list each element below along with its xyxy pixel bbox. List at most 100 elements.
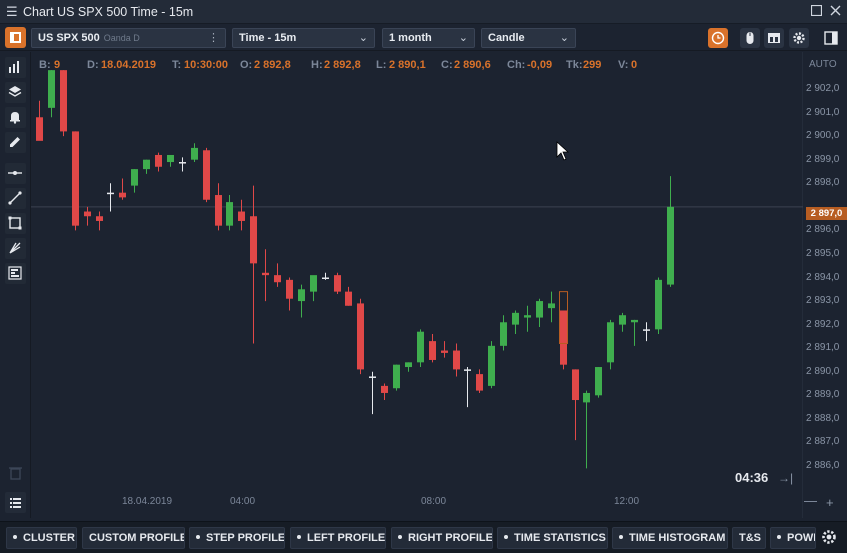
price-axis-label: 2 898,0 — [806, 177, 840, 189]
candle-body — [155, 154, 162, 167]
chevron-down-icon: ⌄ — [458, 32, 468, 44]
time-axis-label: 08:00 — [421, 496, 447, 507]
instrument-name: US SPX 500 — [38, 32, 100, 44]
period-value: 1 month — [389, 32, 432, 44]
chart-style-value: Candle — [488, 32, 525, 44]
more-vertical-icon[interactable]: ⋮ — [208, 32, 219, 44]
price-axis-label: 2 900,0 — [806, 130, 840, 142]
time-label: T: — [172, 59, 182, 71]
price-axis-label: 2 887,0 — [806, 436, 840, 448]
window-title: Chart US SPX 500 Time - 15m — [23, 5, 194, 19]
change-value: -0,09 — [527, 59, 553, 71]
bar-chart-icon — [9, 61, 19, 73]
current-price-label: 2 897,0 — [806, 207, 847, 220]
candle-body — [60, 70, 67, 132]
alerts-button[interactable] — [5, 107, 26, 128]
selected-candle-outline — [559, 291, 568, 344]
live-mode-button[interactable] — [708, 28, 728, 48]
tab-step-profile[interactable]: STEP PROFILE — [189, 527, 285, 549]
period-dropdown[interactable]: 1 month ⌄ — [382, 28, 475, 48]
tab-custom-profile[interactable]: CUSTOM PROFILE — [82, 527, 185, 549]
candle-body — [274, 275, 281, 283]
price-axis-label: 2 902,0 — [806, 83, 840, 94]
layers-button[interactable] — [5, 82, 26, 103]
volume-profile-tool[interactable] — [5, 263, 26, 284]
price-axis-label: 2 893,0 — [806, 295, 840, 307]
zoom-out-icon[interactable]: — — [804, 493, 817, 508]
candle-body — [595, 367, 602, 396]
list-icon — [10, 498, 21, 508]
tab-right-profile[interactable]: RIGHT PROFILE — [391, 527, 493, 549]
candle-body — [643, 329, 650, 331]
mouse-mode-button[interactable] — [740, 28, 760, 48]
side-panel-button[interactable] — [821, 28, 841, 48]
candle-body — [667, 206, 674, 285]
module-tabs-bar: CLUSTER CUSTOM PROFILE STEP PROFILE LEFT… — [0, 521, 847, 553]
low-label: L: — [376, 59, 387, 71]
price-axis-label: 2 891,0 — [806, 342, 840, 354]
candle-body — [453, 350, 460, 370]
bell-icon — [10, 112, 20, 124]
horizontal-line-icon — [8, 171, 22, 175]
chart-style-dropdown[interactable]: Candle ⌄ — [481, 28, 576, 48]
indicators-button[interactable] — [5, 57, 26, 78]
candlestick-chart[interactable] — [31, 52, 803, 518]
panel-toggle-button[interactable] — [5, 27, 26, 48]
candle-body — [226, 202, 233, 226]
delete-drawings-button[interactable] — [5, 462, 26, 483]
high-value: 2 892,8 — [324, 59, 361, 71]
candle-body — [476, 374, 483, 391]
object-list-button[interactable] — [5, 492, 26, 513]
profile-icon — [8, 266, 22, 280]
ticks-value: 299 — [583, 59, 602, 71]
scroll-to-end-icon[interactable]: →| — [778, 471, 794, 485]
tab-time-histogram[interactable]: TIME HISTOGRAM — [612, 527, 728, 549]
clock-icon — [711, 31, 725, 45]
mouse-icon — [746, 32, 754, 44]
price-axis-label: 2 901,0 — [806, 106, 840, 118]
candle-body — [96, 216, 103, 221]
tab-time-statistics[interactable]: TIME STATISTICS — [497, 527, 608, 549]
candle-body — [619, 315, 626, 325]
timeframe-dropdown[interactable]: Time - 15m ⌄ — [232, 28, 375, 48]
tab-time-and-sales[interactable]: T&S — [732, 527, 766, 549]
candle-body — [369, 376, 376, 378]
tab-left-profile[interactable]: LEFT PROFILE — [290, 527, 386, 549]
rectangle-tool[interactable] — [5, 213, 26, 234]
zoom-in-icon[interactable]: + — [826, 495, 834, 510]
close-icon[interactable] — [829, 5, 841, 17]
instrument-selector[interactable]: US SPX 500 Oanda D ⋮ — [31, 28, 226, 48]
price-axis-label: 2 888,0 — [806, 412, 840, 424]
settings-button[interactable] — [789, 28, 809, 48]
time-axis-label: 04:00 — [230, 496, 256, 507]
maximize-icon[interactable] — [810, 4, 822, 17]
fibonacci-tool[interactable] — [5, 238, 26, 259]
candle-body — [84, 211, 91, 217]
time-axis-label: 18.04.2019 — [122, 496, 173, 507]
menu-icon[interactable]: ☰ — [6, 4, 18, 19]
horizontal-line-tool[interactable] — [5, 163, 26, 184]
candle-body — [429, 341, 436, 360]
candle-body — [536, 301, 543, 318]
tab-cluster[interactable]: CLUSTER — [6, 527, 77, 549]
candle-body — [631, 319, 638, 323]
open-value: 2 892,8 — [254, 59, 291, 71]
high-label: H: — [311, 59, 323, 71]
drawing-toolbar — [0, 52, 31, 518]
candle-body — [238, 211, 245, 221]
price-axis-label: 2 890,0 — [806, 365, 840, 377]
template-button[interactable] — [764, 28, 784, 48]
draw-tools-button[interactable] — [5, 132, 26, 153]
candle-body — [250, 216, 257, 264]
change-label: Ch: — [507, 59, 526, 71]
candle-body — [72, 131, 79, 226]
autoscale-toggle[interactable]: AUTO — [809, 59, 837, 70]
price-axis-label: 2 886,0 — [806, 460, 840, 471]
template-icon — [768, 33, 780, 43]
price-axis-label: 2 899,0 — [806, 153, 840, 165]
modules-settings-button[interactable] — [820, 528, 840, 548]
trend-line-tool[interactable] — [5, 188, 26, 209]
close-value: 2 890,6 — [454, 59, 491, 71]
window-titlebar: ☰ Chart US SPX 500 Time - 15m — [0, 0, 847, 24]
tab-power[interactable]: POWER — [770, 527, 816, 549]
